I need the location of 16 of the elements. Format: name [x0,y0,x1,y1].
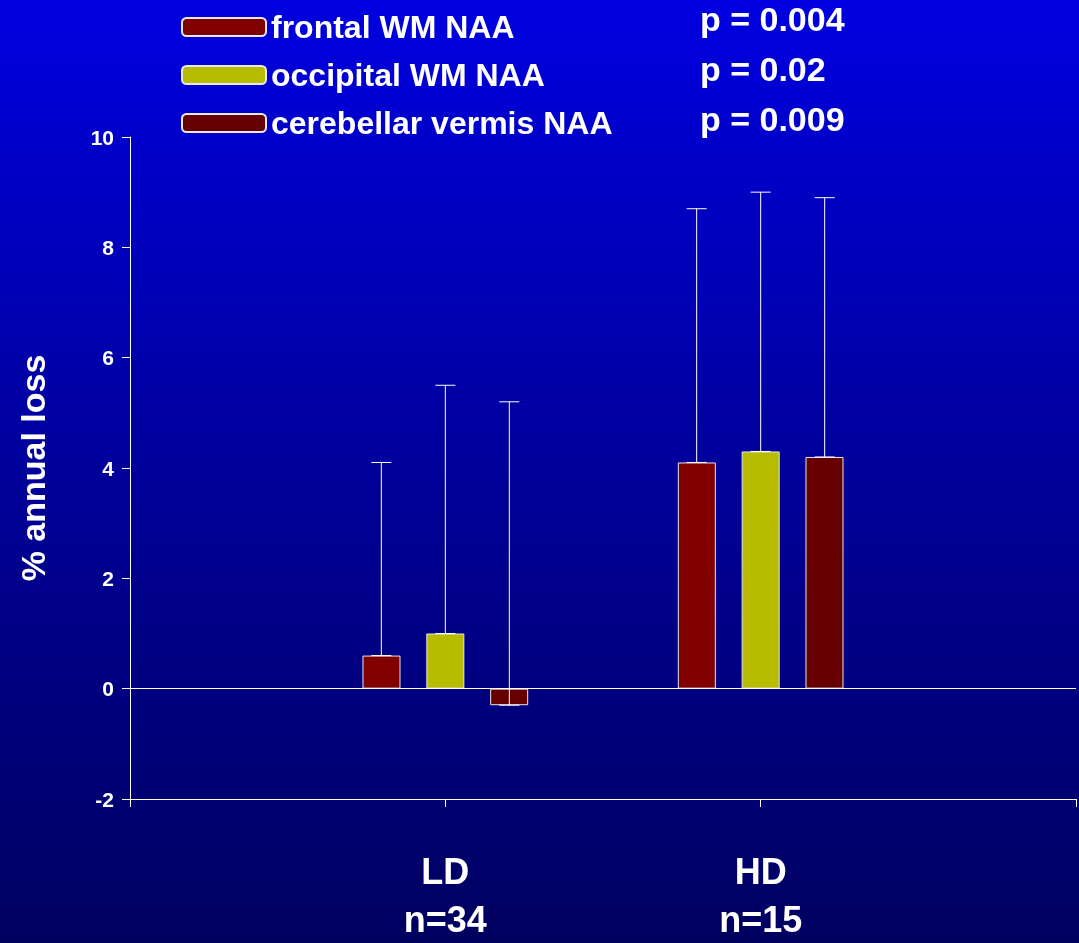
legend-label: occipital WM NAA [271,57,545,93]
y-tick-label: 8 [102,235,115,259]
y-tick-label: -2 [95,787,114,811]
text: p = 0.02 [700,50,826,88]
y-axis-title: % annual loss [14,354,52,582]
y-tick-label: 0 [102,677,114,701]
y-tick-label: 10 [90,125,114,149]
x-tick-label: HD n=15 [719,850,803,940]
x-tick-label: LD n=34 [403,850,487,940]
annotation: p = 0.009 [700,100,845,138]
legend-label: frontal WM NAA [271,9,515,45]
y-tick-label: 2 [102,566,114,590]
text: p = 0.004 [700,0,845,38]
y-tick-label: 6 [102,346,114,370]
legend-label: cerebellar vermis NAA [271,105,613,141]
y-tick-label: 4 [102,456,115,480]
